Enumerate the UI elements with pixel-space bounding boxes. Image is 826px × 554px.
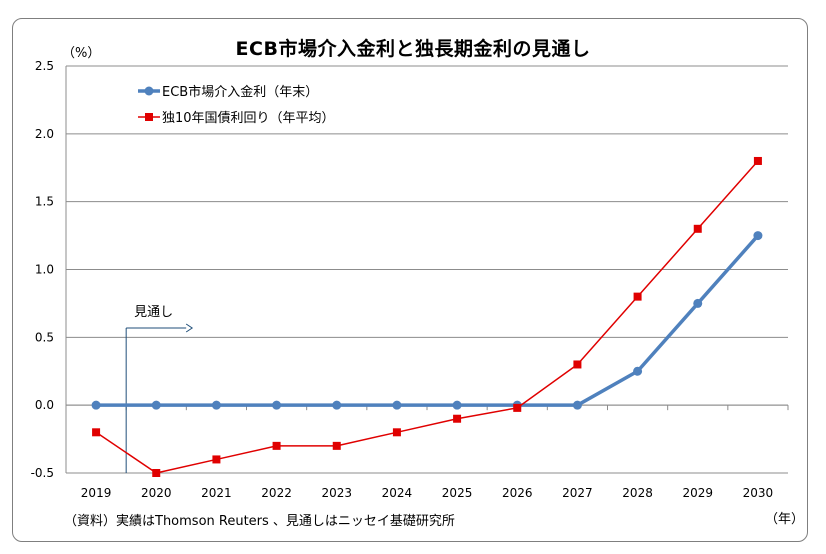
x-tick-label: 2020 (141, 486, 172, 500)
x-tick-label: 2028 (622, 486, 653, 500)
x-tick-label: 2029 (682, 486, 713, 500)
ecb-rate-point (392, 400, 402, 410)
bund-yield-point (392, 428, 401, 437)
x-tick-label: 2025 (442, 486, 473, 500)
x-tick-label: 2022 (261, 486, 292, 500)
bund-yield-point (92, 428, 101, 437)
bund-yield-point (693, 224, 702, 233)
ecb-rate-point (693, 298, 703, 308)
ecb-rate-point (633, 366, 643, 376)
ecb-rate-point (272, 400, 282, 410)
bund-yield-point (152, 469, 161, 477)
bund-yield-point (513, 403, 522, 412)
y-tick-label: 0.0 (35, 398, 54, 412)
bund-yield-point (633, 292, 642, 301)
ecb-rate-point (211, 400, 221, 410)
bund-yield-point (753, 156, 762, 165)
ecb-rate-point (452, 400, 462, 410)
x-tick-label: 2019 (81, 486, 112, 500)
chart-frame (12, 18, 808, 542)
x-tick-label: 2030 (743, 486, 774, 500)
x-tick-label: 2021 (201, 486, 232, 500)
ecb-rate-point (572, 400, 582, 410)
bund-yield-point (573, 360, 582, 369)
x-tick-label: 2023 (321, 486, 352, 500)
ecb-rate-line (96, 234, 760, 407)
legend-swatch-marker (145, 113, 153, 121)
bund-yield-point (453, 414, 462, 423)
ecb-rate-point (332, 400, 342, 410)
forecast-label: 見通し (134, 305, 173, 320)
y-tick-label: 0.5 (35, 330, 54, 344)
ecb-rate-point (151, 400, 161, 410)
bund-yield-point (272, 441, 281, 450)
ecb-rate-point (91, 400, 101, 410)
ecb-rate-point (753, 231, 763, 241)
y-tick-label: 1.5 (35, 195, 54, 209)
chart-title: ECB市場介入金利と独長期金利の見通し (235, 38, 591, 60)
y-tick-label: 2.5 (35, 59, 54, 73)
source-note: （資料）実績はThomson Reuters 、見通しはニッセイ基礎研究所 (64, 514, 455, 529)
legend-label: ECB市場介入金利（年末） (162, 84, 318, 100)
x-tick-label: 2027 (562, 486, 593, 500)
bund-yield-point (212, 455, 221, 464)
y-tick-label: 1.0 (35, 263, 54, 277)
legend-label: 独10年国債利回り（年平均） (162, 111, 335, 126)
y-tick-label: 2.0 (35, 127, 54, 141)
y-tick-label: -0.5 (31, 466, 54, 480)
x-tick-label: 2026 (502, 486, 533, 500)
x-axis-unit: （年） (765, 512, 805, 527)
y-axis-unit: （%） (62, 46, 101, 61)
bund-yield-point (332, 441, 341, 450)
legend-swatch-marker (144, 86, 154, 96)
x-tick-label: 2024 (382, 486, 413, 500)
bund-yield-line (95, 160, 759, 474)
forecast-arrow-head (185, 323, 194, 333)
